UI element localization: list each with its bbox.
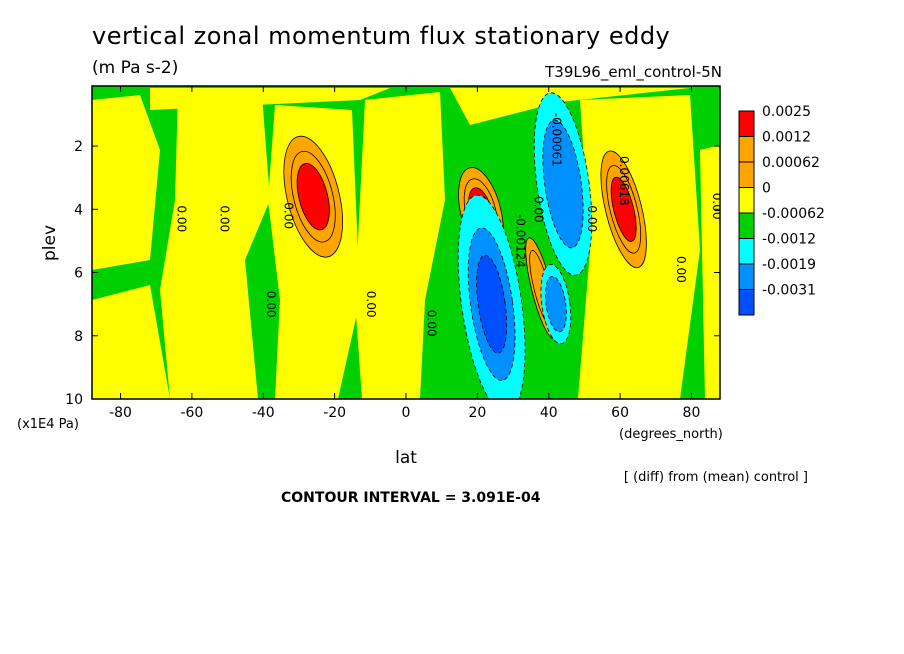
contour-label: -0.00061 <box>549 113 563 167</box>
legend-label: 0.00062 <box>762 155 820 171</box>
extremum-positive-0-level-2 <box>296 162 330 231</box>
contour-label: 0.00 <box>424 310 438 337</box>
band-south-polar <box>92 95 160 270</box>
run-label: T39L96_eml_control-5N <box>545 63 722 81</box>
legend-label: 0.0025 <box>762 104 811 120</box>
x-tick-label: 0 <box>402 405 411 421</box>
legend-swatch <box>738 212 755 239</box>
band-north-top <box>450 88 690 125</box>
legend-label: -0.0031 <box>762 283 816 299</box>
contour-label: 0.00 <box>217 205 231 232</box>
x-tick-label: -40 <box>252 405 275 421</box>
legend-swatch <box>738 238 755 265</box>
x-tick-label: -60 <box>180 405 203 421</box>
x-tick-label: 80 <box>683 405 701 421</box>
x-tick-label: 40 <box>540 405 558 421</box>
y-tick-label: 6 <box>74 266 83 282</box>
legend-label: 0 <box>762 181 771 197</box>
y-tick-label: 2 <box>74 139 83 155</box>
contour-label: 0.00618 <box>617 156 631 206</box>
legend-swatch <box>738 136 755 163</box>
contour-label: -0.00124 <box>514 214 528 268</box>
extremum-negative-6-level-1 <box>545 275 567 333</box>
contour-label: 0.00 <box>531 196 545 223</box>
contour-label: 0.00 <box>282 202 296 229</box>
extremum-positive-2-level-2 <box>610 176 637 242</box>
y-tick-label: 4 <box>74 202 83 218</box>
chart-units: (m Pa s-2) <box>92 58 179 78</box>
legend-label: -0.0012 <box>762 232 816 248</box>
legend-swatch <box>738 110 755 137</box>
legend-swatch <box>738 161 755 188</box>
contour-interval: CONTOUR INTERVAL = 3.091E-04 <box>281 490 541 506</box>
x-axis-label: lat <box>395 448 417 468</box>
contour-label: 0.00 <box>585 205 599 232</box>
legend-swatch <box>738 289 755 316</box>
legend-swatch <box>738 263 755 290</box>
extremum-negative-5-level-1 <box>542 119 584 249</box>
band-equator <box>355 92 445 399</box>
contour-label: 0.00 <box>175 205 189 232</box>
contour-label: 0.00 <box>674 256 688 283</box>
y-tick-label: 10 <box>65 392 83 408</box>
legend-label: -0.0019 <box>762 257 816 273</box>
band-south-low <box>92 285 170 399</box>
y-axis-label: plev <box>40 225 60 261</box>
x-tick-label: 20 <box>468 405 486 421</box>
legend-label: -0.00062 <box>762 206 825 222</box>
contour-label: 0.00 <box>710 193 724 220</box>
y-tick-label: 8 <box>74 329 83 345</box>
y-axis-units: (x1E4 Pa) <box>17 417 79 432</box>
contour-label: 0.00 <box>403 75 430 89</box>
chart-title: vertical zonal momentum flux stationary … <box>92 22 671 50</box>
band-south-mid <box>160 92 270 399</box>
extremum-negative-4-level-2 <box>476 254 508 354</box>
x-tick-label: -20 <box>323 405 346 421</box>
contour-label: 0.00 <box>264 291 278 318</box>
band-top-left <box>150 88 390 110</box>
contour-label: 0.00 <box>364 291 378 318</box>
x-axis-units: (degrees_north) <box>619 427 723 442</box>
difference-note: [ (diff) from (mean) control ] <box>623 470 808 485</box>
legend-label: 0.0012 <box>762 130 811 146</box>
x-tick-label: 60 <box>611 405 629 421</box>
legend-swatch <box>738 187 755 214</box>
x-tick-label: -80 <box>109 405 132 421</box>
